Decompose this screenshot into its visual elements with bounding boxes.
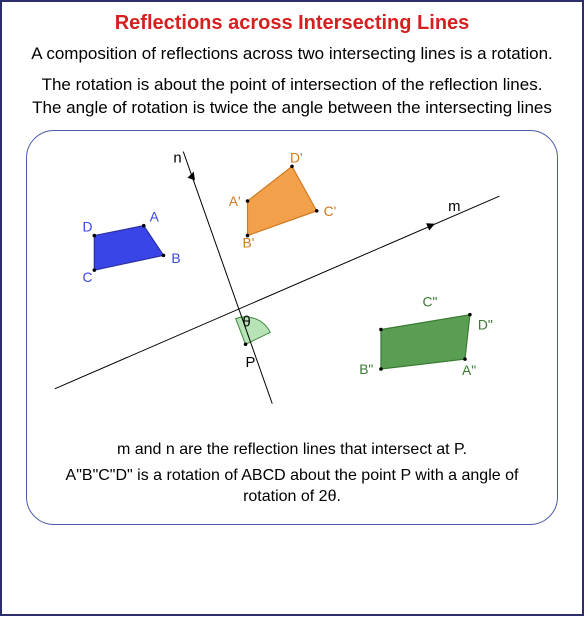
subtitle-1: A composition of reflections across two … <box>26 43 558 66</box>
line-m-arrow-icon <box>426 220 436 230</box>
subtitle-2: The rotation is about the point of inter… <box>26 74 558 120</box>
diagram-svg: n m θ P A B C D A' B' C' D' A" B" C" D" <box>35 135 549 435</box>
shape-abcd-prime <box>248 166 317 235</box>
page-title: Reflections across Intersecting Lines <box>2 12 582 35</box>
panel-caption-2: A"B"C"D" is a rotation of ABCD about the… <box>43 465 541 508</box>
label-m: m <box>448 199 460 215</box>
shape-abcd-dprime <box>381 314 470 368</box>
panel-caption-1: m and n are the reflection lines that in… <box>43 441 541 459</box>
label-A: A <box>150 209 160 225</box>
label-Ddp: D" <box>478 316 493 332</box>
label-B: B <box>171 250 180 266</box>
diagram-panel: n m θ P A B C D A' B' C' D' A" B" C" D" <box>26 130 558 525</box>
label-theta: θ <box>243 314 251 330</box>
label-C: C <box>82 269 92 285</box>
shape-abcd <box>94 226 163 270</box>
label-D: D <box>82 218 92 234</box>
label-P: P <box>246 355 256 371</box>
label-Cdp: C" <box>422 294 437 310</box>
label-Bdp: B" <box>359 361 373 377</box>
label-n: n <box>173 150 181 166</box>
label-Ap: A' <box>229 193 241 209</box>
angle-arc <box>236 317 271 344</box>
label-Adp: A" <box>462 362 476 378</box>
line-n <box>183 151 272 403</box>
outer-frame: Reflections across Intersecting Lines A … <box>0 0 584 616</box>
label-Dp: D' <box>290 149 303 165</box>
label-Cp: C' <box>324 203 337 219</box>
line-n-arrow-icon <box>187 170 197 180</box>
